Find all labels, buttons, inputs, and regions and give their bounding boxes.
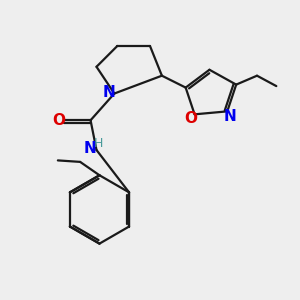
Text: N: N xyxy=(223,109,236,124)
Text: O: O xyxy=(52,113,65,128)
Text: N: N xyxy=(103,85,116,100)
Text: N: N xyxy=(84,141,96,156)
Text: O: O xyxy=(184,111,197,126)
Text: H: H xyxy=(93,137,103,150)
